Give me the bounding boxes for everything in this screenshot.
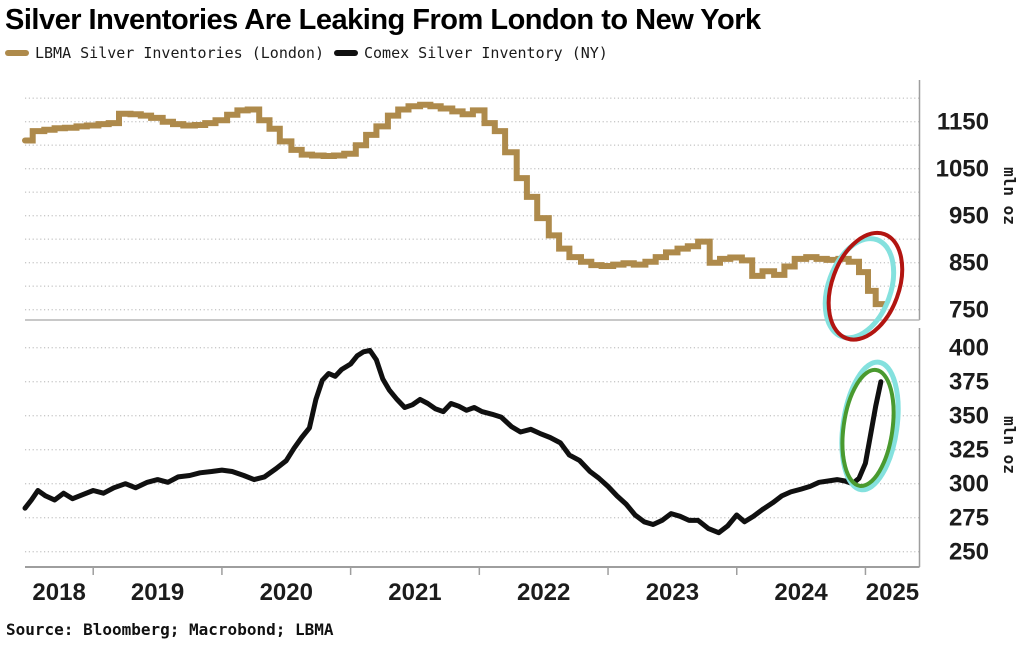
london-series-line (22, 101, 888, 308)
y-tick-label-london-1150: 1150 (937, 109, 989, 136)
y-tick-label-new-york-300: 300 (949, 471, 989, 498)
x-year-label-2023: 2023 (646, 579, 699, 606)
y-axis-unit-label-new-york: mln oz (1000, 416, 1019, 474)
chart-legend: LBMA Silver Inventories (London) Comex S… (5, 44, 618, 62)
y-tick-label-new-york-375: 375 (949, 369, 989, 396)
y-tick-label-london-950: 950 (949, 203, 989, 230)
y-tick-label-new-york-325: 325 (949, 437, 989, 464)
y-tick-label-new-york-275: 275 (949, 505, 989, 532)
y-tick-label-london-1050: 1050 (936, 156, 989, 183)
red-circle-annotation (826, 230, 905, 342)
y-tick-label-london-750: 750 (949, 297, 989, 324)
x-year-label-2025: 2025 (866, 579, 919, 606)
y-tick-label-new-york-250: 250 (949, 539, 989, 566)
comex-line-swatch (333, 50, 358, 56)
y-tick-label-new-york-350: 350 (949, 403, 989, 430)
legend-item-comex: Comex Silver Inventory (NY) (333, 44, 608, 62)
red-circle-annotation-glow (822, 236, 897, 341)
x-year-label-2020: 2020 (260, 579, 313, 606)
x-year-label-2019: 2019 (131, 579, 184, 606)
new-york-series-line (22, 347, 884, 536)
y-tick-label-new-york-400: 400 (949, 335, 989, 362)
x-year-label-2018: 2018 (32, 579, 85, 606)
y-axis-unit-label-london: mln oz (1000, 167, 1019, 225)
x-year-label-2022: 2022 (517, 579, 570, 606)
source-note: Source: Bloomberg; Macrobond; LBMA (6, 620, 334, 639)
y-tick-label-london-850: 850 (949, 250, 989, 277)
legend-label-comex: Comex Silver Inventory (NY) (363, 44, 608, 62)
x-year-label-2021: 2021 (388, 579, 441, 606)
legend-item-lbma: LBMA Silver Inventories (London) (5, 44, 324, 62)
green-circle-annotation (840, 367, 896, 488)
chart-title: Silver Inventories Are Leaking From Lond… (5, 4, 761, 36)
x-year-label-2024: 2024 (774, 579, 828, 606)
lbma-line-swatch (5, 50, 29, 56)
legend-label-lbma: LBMA Silver Inventories (London) (35, 44, 324, 62)
